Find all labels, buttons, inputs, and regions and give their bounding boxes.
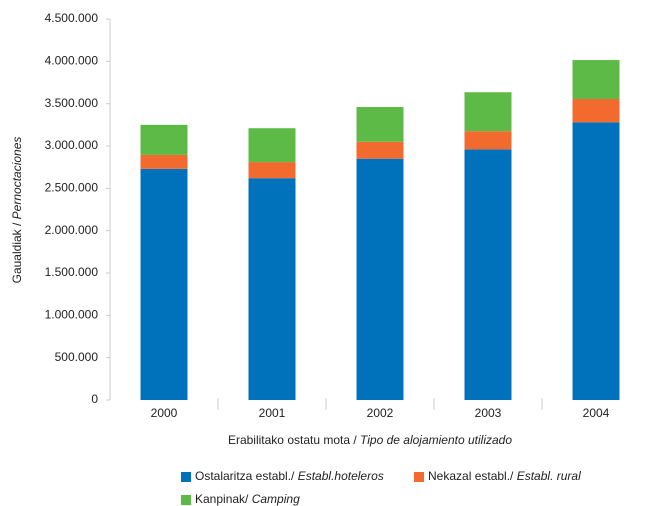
y-tick-label: 1.000.000 (45, 308, 99, 322)
legend-label-eu: Kanpinak/ (195, 492, 252, 506)
bar-segment (572, 99, 620, 123)
bar-segment (572, 122, 620, 400)
bar-segment (248, 128, 296, 163)
bar-segment (140, 168, 188, 400)
y-tick-label: 2.000.000 (45, 223, 99, 237)
bar-segment (140, 154, 188, 169)
legend-label: Ostalaritza establ./ Establ.hoteleros (195, 469, 384, 483)
legend-label-es: Camping (252, 492, 300, 506)
legend-label-eu: Nekazal establ./ (428, 469, 517, 483)
x-tick-label: 2003 (475, 406, 502, 420)
y-axis-title-es: Pernoctaciones (10, 137, 24, 220)
bar-segment (356, 158, 404, 400)
legend-label-es: Establ. rural (517, 469, 581, 483)
bar-segment (464, 131, 512, 150)
bar-segment (356, 107, 404, 142)
y-tick-label: 4.500.000 (45, 11, 99, 25)
x-tick-label: 2004 (583, 406, 610, 420)
y-axis-title: Gaualdiak / Pernoctaciones (10, 137, 24, 284)
bar-segment (140, 124, 188, 155)
legend-swatch (181, 472, 191, 482)
y-tick-label: 0 (91, 392, 98, 406)
legend-swatch (181, 495, 191, 505)
y-axis-title-eu: Gaualdiak / (10, 219, 24, 283)
legend-label-eu: Ostalaritza establ./ (195, 469, 298, 483)
legend-label: Nekazal establ./ Establ. rural (428, 469, 581, 483)
legend-label-es: Establ.hoteleros (298, 469, 384, 483)
x-tick-label: 2001 (259, 406, 286, 420)
bar-segment (248, 178, 296, 400)
bar-segment (464, 92, 512, 132)
bar-segment (356, 141, 404, 159)
y-tick-label: 500.000 (55, 350, 99, 364)
bar-segment (572, 60, 620, 100)
bar-segment (248, 162, 296, 179)
legend-swatch (414, 472, 424, 482)
x-tick-label: 2000 (151, 406, 178, 420)
x-axis-title: Erabilitako ostatu mota / Tipo de alojam… (228, 433, 512, 447)
x-axis-title-eu: Erabilitako ostatu mota / (228, 433, 360, 447)
y-tick-label: 1.500.000 (45, 265, 99, 279)
y-tick-label: 3.000.000 (45, 138, 99, 152)
y-tick-label: 2.500.000 (45, 181, 99, 195)
y-tick-label: 3.500.000 (45, 96, 99, 110)
bar-segment (464, 149, 512, 400)
y-tick-label: 4.000.000 (45, 54, 99, 68)
x-tick-label: 2002 (367, 406, 394, 420)
legend-label: Kanpinak/ Camping (195, 492, 300, 506)
x-axis-title-es: Tipo de alojamiento utilizado (360, 433, 512, 447)
